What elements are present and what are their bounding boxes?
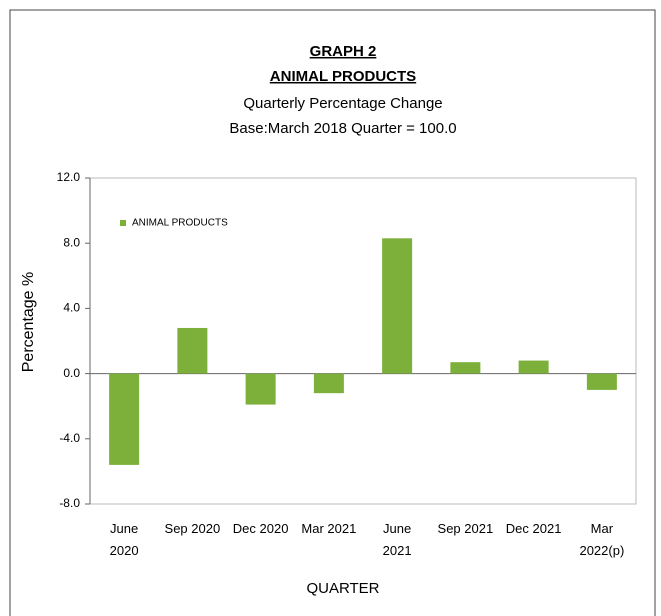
x-tick-label: June 2020 [109,521,139,558]
bar [245,373,276,405]
legend-label: ANIMAL PRODUCTS [132,218,228,229]
chart-title-2: ANIMAL PRODUCTS [270,68,416,85]
y-tick-label: 0.0 [63,366,80,380]
y-tick-label: -8.0 [59,496,80,510]
x-tick-label: Mar 2022(p) [579,521,625,558]
chart-subtitle: Quarterly Percentage Change [243,95,442,112]
y-tick-label: 4.0 [63,301,80,315]
y-tick-label: -4.0 [59,431,80,445]
x-axis-label: QUARTER [306,580,379,597]
x-tick-label: Dec 2020 [232,521,289,536]
bar [313,373,344,394]
x-tick-label: June 2021 [382,521,412,558]
legend-swatch [120,220,126,226]
y-axis-label: Percentage % [20,272,37,373]
bar [518,360,549,374]
bar [177,327,208,374]
x-tick-label: Mar 2021 [301,521,357,536]
bar [450,362,481,374]
chart-subtitle-2: Base:March 2018 Quarter = 100.0 [229,120,456,137]
x-tick-label: Sep 2021 [437,521,494,536]
bar [382,238,413,374]
frame [9,9,656,616]
x-tick-label: Sep 2020 [164,521,221,536]
x-tick-label: Dec 2021 [505,521,562,536]
y-tick-label: 8.0 [63,235,80,249]
y-tick-label: 12.0 [57,170,81,184]
bar [586,373,617,390]
chart-title: GRAPH 2 [310,43,377,60]
bar [109,373,140,465]
